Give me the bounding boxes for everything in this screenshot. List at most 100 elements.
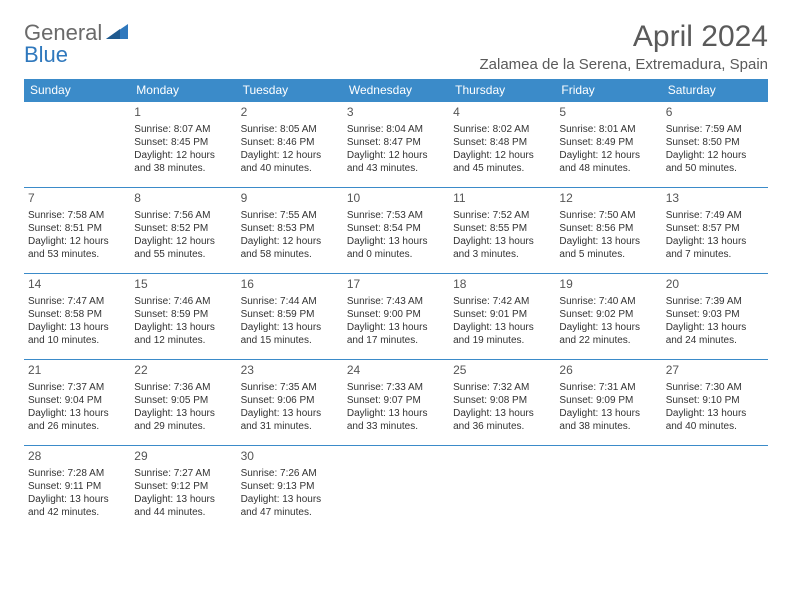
- daylight-text: Daylight: 13 hours: [347, 407, 445, 420]
- daylight-text: and 55 minutes.: [134, 248, 232, 261]
- day-number: 10: [347, 191, 445, 207]
- sunrise-text: Sunrise: 8:07 AM: [134, 123, 232, 136]
- daylight-text: and 7 minutes.: [666, 248, 764, 261]
- day-number: 17: [347, 277, 445, 293]
- sunset-text: Sunset: 9:13 PM: [241, 480, 339, 493]
- calendar-day-cell: 22Sunrise: 7:36 AMSunset: 9:05 PMDayligh…: [130, 360, 236, 446]
- calendar-day-cell: 29Sunrise: 7:27 AMSunset: 9:12 PMDayligh…: [130, 446, 236, 532]
- day-number: 19: [559, 277, 657, 293]
- brand-line2: Blue: [24, 42, 68, 68]
- brand-part2: Blue: [24, 42, 68, 67]
- sunset-text: Sunset: 9:01 PM: [453, 308, 551, 321]
- calendar-day-cell: 18Sunrise: 7:42 AMSunset: 9:01 PMDayligh…: [449, 274, 555, 360]
- daylight-text: Daylight: 13 hours: [666, 321, 764, 334]
- header: General April 2024 Zalamea de la Serena,…: [24, 20, 768, 73]
- location-subtitle: Zalamea de la Serena, Extremadura, Spain: [480, 56, 769, 73]
- daylight-text: Daylight: 13 hours: [559, 321, 657, 334]
- calendar-day-cell: 20Sunrise: 7:39 AMSunset: 9:03 PMDayligh…: [662, 274, 768, 360]
- daylight-text: and 45 minutes.: [453, 162, 551, 175]
- calendar-day-cell: 14Sunrise: 7:47 AMSunset: 8:58 PMDayligh…: [24, 274, 130, 360]
- daylight-text: Daylight: 13 hours: [134, 493, 232, 506]
- sunrise-text: Sunrise: 7:40 AM: [559, 295, 657, 308]
- daylight-text: Daylight: 13 hours: [134, 321, 232, 334]
- sunrise-text: Sunrise: 7:27 AM: [134, 467, 232, 480]
- sunset-text: Sunset: 8:55 PM: [453, 222, 551, 235]
- calendar-day-cell: 7Sunrise: 7:58 AMSunset: 8:51 PMDaylight…: [24, 188, 130, 274]
- sunrise-text: Sunrise: 7:58 AM: [28, 209, 126, 222]
- sunrise-text: Sunrise: 7:43 AM: [347, 295, 445, 308]
- sunset-text: Sunset: 8:46 PM: [241, 136, 339, 149]
- day-number: 1: [134, 105, 232, 121]
- daylight-text: Daylight: 12 hours: [241, 149, 339, 162]
- sunset-text: Sunset: 9:05 PM: [134, 394, 232, 407]
- calendar-week-row: 14Sunrise: 7:47 AMSunset: 8:58 PMDayligh…: [24, 274, 768, 360]
- month-title: April 2024: [480, 20, 769, 54]
- calendar-day-cell: 3Sunrise: 8:04 AMSunset: 8:47 PMDaylight…: [343, 102, 449, 188]
- sunset-text: Sunset: 8:59 PM: [241, 308, 339, 321]
- daylight-text: and 47 minutes.: [241, 506, 339, 519]
- sunset-text: Sunset: 9:08 PM: [453, 394, 551, 407]
- day-number: 15: [134, 277, 232, 293]
- sunset-text: Sunset: 9:04 PM: [28, 394, 126, 407]
- daylight-text: and 38 minutes.: [559, 420, 657, 433]
- sunrise-text: Sunrise: 8:05 AM: [241, 123, 339, 136]
- sunset-text: Sunset: 9:10 PM: [666, 394, 764, 407]
- calendar-day-cell: 25Sunrise: 7:32 AMSunset: 9:08 PMDayligh…: [449, 360, 555, 446]
- daylight-text: Daylight: 13 hours: [28, 493, 126, 506]
- day-number: 8: [134, 191, 232, 207]
- daylight-text: Daylight: 12 hours: [666, 149, 764, 162]
- sunset-text: Sunset: 8:54 PM: [347, 222, 445, 235]
- sunrise-text: Sunrise: 7:37 AM: [28, 381, 126, 394]
- sunrise-text: Sunrise: 7:35 AM: [241, 381, 339, 394]
- calendar-header-row: SundayMondayTuesdayWednesdayThursdayFrid…: [24, 79, 768, 102]
- sunset-text: Sunset: 8:50 PM: [666, 136, 764, 149]
- sunrise-text: Sunrise: 7:33 AM: [347, 381, 445, 394]
- day-number: 3: [347, 105, 445, 121]
- title-block: April 2024 Zalamea de la Serena, Extrema…: [480, 20, 769, 73]
- sunrise-text: Sunrise: 7:52 AM: [453, 209, 551, 222]
- calendar-day-cell: 13Sunrise: 7:49 AMSunset: 8:57 PMDayligh…: [662, 188, 768, 274]
- day-number: 28: [28, 449, 126, 465]
- sunset-text: Sunset: 8:52 PM: [134, 222, 232, 235]
- calendar-day-cell: [555, 446, 661, 532]
- sunrise-text: Sunrise: 7:28 AM: [28, 467, 126, 480]
- weekday-header: Friday: [555, 79, 661, 102]
- daylight-text: Daylight: 13 hours: [559, 235, 657, 248]
- calendar-day-cell: [449, 446, 555, 532]
- calendar-week-row: 7Sunrise: 7:58 AMSunset: 8:51 PMDaylight…: [24, 188, 768, 274]
- weekday-header: Sunday: [24, 79, 130, 102]
- sunset-text: Sunset: 8:57 PM: [666, 222, 764, 235]
- sunrise-text: Sunrise: 8:01 AM: [559, 123, 657, 136]
- sunset-text: Sunset: 9:12 PM: [134, 480, 232, 493]
- daylight-text: Daylight: 13 hours: [28, 407, 126, 420]
- calendar-day-cell: 21Sunrise: 7:37 AMSunset: 9:04 PMDayligh…: [24, 360, 130, 446]
- calendar-day-cell: 27Sunrise: 7:30 AMSunset: 9:10 PMDayligh…: [662, 360, 768, 446]
- daylight-text: and 5 minutes.: [559, 248, 657, 261]
- day-number: 13: [666, 191, 764, 207]
- daylight-text: and 31 minutes.: [241, 420, 339, 433]
- calendar-week-row: 28Sunrise: 7:28 AMSunset: 9:11 PMDayligh…: [24, 446, 768, 532]
- daylight-text: Daylight: 12 hours: [134, 235, 232, 248]
- day-number: 23: [241, 363, 339, 379]
- day-number: 2: [241, 105, 339, 121]
- calendar-day-cell: 28Sunrise: 7:28 AMSunset: 9:11 PMDayligh…: [24, 446, 130, 532]
- calendar-day-cell: 19Sunrise: 7:40 AMSunset: 9:02 PMDayligh…: [555, 274, 661, 360]
- sunset-text: Sunset: 8:49 PM: [559, 136, 657, 149]
- daylight-text: Daylight: 13 hours: [347, 235, 445, 248]
- daylight-text: and 15 minutes.: [241, 334, 339, 347]
- daylight-text: and 40 minutes.: [666, 420, 764, 433]
- daylight-text: and 33 minutes.: [347, 420, 445, 433]
- calendar-day-cell: 11Sunrise: 7:52 AMSunset: 8:55 PMDayligh…: [449, 188, 555, 274]
- sunrise-text: Sunrise: 7:50 AM: [559, 209, 657, 222]
- calendar-day-cell: [343, 446, 449, 532]
- calendar-day-cell: 5Sunrise: 8:01 AMSunset: 8:49 PMDaylight…: [555, 102, 661, 188]
- daylight-text: and 38 minutes.: [134, 162, 232, 175]
- daylight-text: and 50 minutes.: [666, 162, 764, 175]
- calendar-week-row: 1Sunrise: 8:07 AMSunset: 8:45 PMDaylight…: [24, 102, 768, 188]
- sunrise-text: Sunrise: 8:04 AM: [347, 123, 445, 136]
- sunset-text: Sunset: 8:56 PM: [559, 222, 657, 235]
- day-number: 4: [453, 105, 551, 121]
- calendar-day-cell: 9Sunrise: 7:55 AMSunset: 8:53 PMDaylight…: [237, 188, 343, 274]
- sunset-text: Sunset: 8:59 PM: [134, 308, 232, 321]
- day-number: 6: [666, 105, 764, 121]
